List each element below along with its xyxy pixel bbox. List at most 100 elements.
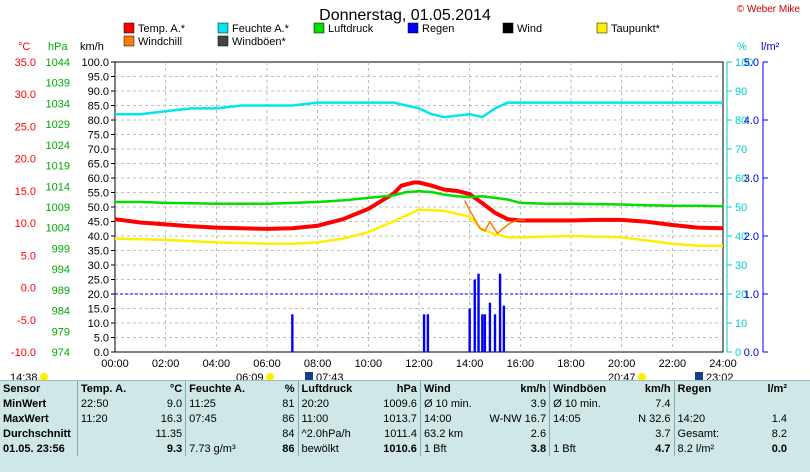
axis-unit-label: km/h (80, 41, 104, 53)
stats-cell: 84 (282, 427, 295, 440)
stats-cell: 86 (282, 442, 295, 455)
legend-swatch (502, 22, 514, 34)
series-line (114, 208, 723, 247)
press-tick-label: 999 (52, 243, 70, 255)
stats-cell (549, 426, 613, 441)
stats-cell (673, 396, 744, 411)
sunset-icon (638, 373, 646, 380)
series-line (463, 200, 526, 235)
stats-cell: 16.3 (160, 412, 183, 425)
rain-tick-label: 4.0 (744, 115, 759, 127)
stats-header-press: Luftdruck (297, 381, 366, 396)
x-tick-label: 18:00 (557, 358, 585, 370)
wind-tick-label: 45.0 (88, 217, 109, 229)
temp-tick-label: 35.0 (15, 57, 36, 69)
sun-icon (40, 373, 48, 380)
stats-cell: 14:05 (549, 411, 613, 426)
stats-cell: 0.0 (771, 442, 787, 455)
press-tick-label: 1024 (46, 140, 70, 152)
press-tick-label: 1034 (46, 98, 70, 110)
stats-header-rain-unit: l/m² (767, 382, 787, 395)
rain-bar (493, 314, 497, 352)
rain-tick-label: 3.0 (744, 173, 759, 185)
stats-header-wind-unit: km/h (520, 382, 547, 395)
copyright: © Weber Mike (736, 4, 800, 15)
stats-cell: 3.7 (655, 427, 671, 440)
stats-cell (76, 426, 137, 441)
x-tick-label: 16:00 (507, 358, 535, 370)
stats-row-current: 01.05. 23:56 9.3 7.73 g/m³ 86 bewölkt 10… (0, 441, 790, 456)
x-tick-label: 06:00 (253, 358, 281, 370)
axis-unit-label: °C (18, 41, 30, 53)
stats-cell: 07:45 (185, 411, 262, 426)
stats-row-avg: Durchschnitt 11.35 84 ^2.0hPa/h 1011.4 6… (0, 426, 790, 441)
x-tick-label: 12:00 (405, 358, 433, 370)
press-tick-label: 979 (52, 326, 70, 338)
legend-swatch (313, 22, 325, 34)
stats-cell: 9.3 (166, 442, 183, 455)
stats-header-press-unit: hPa (396, 382, 417, 395)
press-tick-label: 1009 (46, 202, 70, 214)
rain-bar (422, 314, 426, 352)
legend-label: Temp. A.* (138, 23, 186, 35)
legend-label: Taupunkt* (611, 23, 661, 35)
wind-tick-label: 20.0 (88, 289, 109, 301)
stats-header-hum-unit: % (284, 382, 295, 395)
temp-tick-label: -10.0 (11, 347, 36, 359)
legend-label: Windböen* (232, 36, 287, 48)
press-tick-label: 1004 (46, 223, 70, 235)
rain-bar (481, 314, 484, 352)
rain-tick-label: 5.0 (744, 57, 759, 69)
stats-cell: 20:20 (297, 396, 366, 411)
legend-swatch (123, 35, 135, 47)
x-tick-label: 20:00 (608, 358, 636, 370)
stats-cell: 8.2 l/m² (673, 441, 744, 456)
press-tick-label: 1029 (46, 119, 70, 131)
rain-tick-label: 1.0 (744, 289, 759, 301)
press-tick-label: 1044 (46, 57, 70, 69)
stats-cell: 2.6 (530, 427, 547, 440)
rain-bar (473, 279, 476, 352)
stats-cell (185, 426, 262, 441)
moonset-icon (695, 372, 703, 380)
hum-tick-label: 0 (735, 347, 741, 359)
stats-cell: 7.73 g/m³ (185, 441, 262, 456)
hum-tick-label: 20 (735, 289, 747, 301)
stats-cell: 4.7 (655, 442, 671, 455)
moonrise-icon (305, 372, 313, 380)
rain-bar (426, 314, 430, 352)
press-tick-label: 1039 (46, 78, 70, 90)
stats-cell: 81 (282, 397, 295, 410)
stats-cell: 11:25 (185, 396, 262, 411)
legend-swatch (217, 35, 229, 47)
hum-tick-label: 60 (735, 173, 747, 185)
sunset-label: 20:47 (608, 372, 636, 380)
chart-title: Donnerstag, 01.05.2014 (319, 7, 491, 24)
legend-label: Wind (517, 23, 542, 35)
rain-bar (291, 314, 294, 352)
stats-header-row: Sensor Temp. A. °C Feuchte A. % Luftdruc… (0, 381, 790, 396)
stats-header-wind: Wind (419, 381, 486, 396)
x-tick-label: 22:00 (659, 358, 687, 370)
axis-unit-label: hPa (48, 41, 68, 53)
series-line (114, 180, 724, 231)
sunrise-label: 06:09 (236, 372, 264, 380)
temp-tick-label: 20.0 (15, 154, 36, 166)
wind-tick-label: 15.0 (88, 304, 109, 316)
stats-row-label: MinWert (3, 397, 47, 410)
stats-cell (76, 441, 137, 456)
stats-row-label: MaxWert (3, 412, 49, 425)
wind-tick-label: 55.0 (88, 188, 109, 200)
stats-cell: bewölkt (297, 441, 366, 456)
stats-header-temp: Temp. A. (76, 381, 137, 396)
temp-tick-label: 15.0 (15, 186, 36, 198)
x-tick-label: 14:00 (456, 358, 484, 370)
legend-label: Luftdruck (328, 23, 374, 35)
legend-label: Feuchte A.* (232, 23, 290, 35)
temp-tick-label: 5.0 (21, 250, 36, 262)
stats-cell: 11.35 (155, 427, 183, 440)
temp-tick-label: 30.0 (15, 89, 36, 101)
stats-header-gust: Windböen (549, 381, 613, 396)
axis-unit-label: l/m² (761, 41, 780, 53)
x-tick-label: 04:00 (203, 358, 231, 370)
